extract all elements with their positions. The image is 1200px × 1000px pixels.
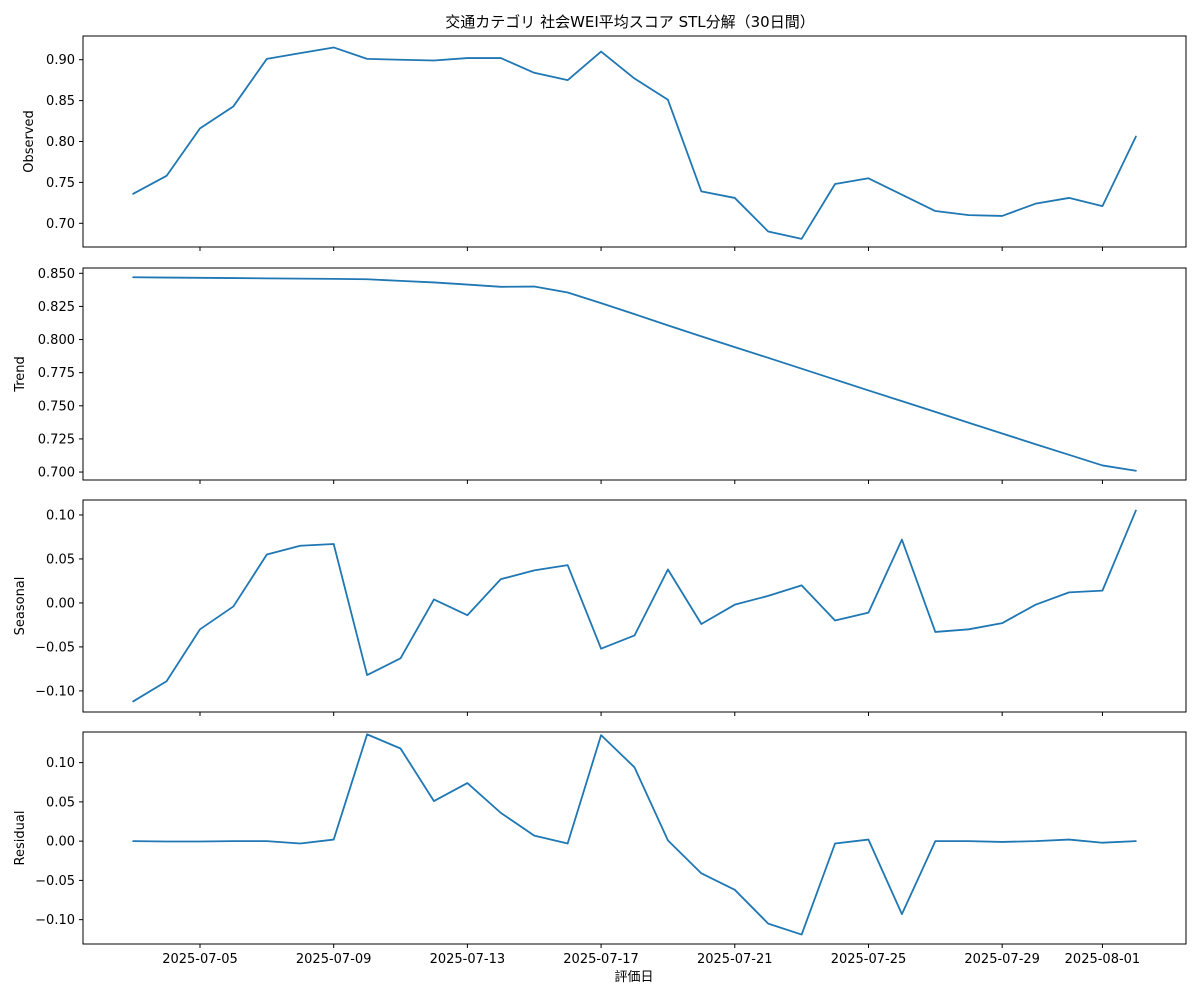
panel-seasonal: −0.10 −0.05 0.00 0.05 0.10 Seasonal [13, 499, 1187, 716]
x-tick-label: 2025-07-05 [162, 952, 238, 967]
y-tick-label: 0.10 [46, 508, 75, 523]
y-tick-label: 0.05 [46, 552, 75, 567]
y-tick-label: 0.725 [38, 432, 75, 447]
panel-frame [82, 499, 1187, 713]
y-tick-label: 0.750 [38, 399, 75, 414]
y-tick-label: −0.10 [35, 913, 75, 928]
panel-observed: 0.70 0.75 0.80 0.85 0.90 Observed [22, 35, 1187, 251]
y-tick-label: 0.10 [46, 756, 75, 771]
y-axis-label: Trend [13, 356, 28, 393]
y-tick-label: 0.85 [46, 94, 75, 109]
y-tick-label: −0.10 [35, 684, 75, 699]
x-tick-label: 2025-07-25 [831, 952, 907, 967]
y-tick-label: 0.05 [46, 795, 75, 810]
chart-title: 交通カテゴリ 社会WEI平均スコア STL分解（30日間） [445, 13, 814, 31]
y-tick-label: 0.00 [46, 835, 75, 850]
y-tick-label: 0.850 [38, 267, 75, 282]
series-line-seasonal [132, 509, 1137, 703]
y-tick-label: 0.700 [38, 466, 75, 481]
panel-residual: −0.10 −0.05 0.00 0.05 0.10 Residual 2025-07-05… [13, 731, 1187, 967]
series-line-observed [132, 46, 1137, 240]
y-tick-label: 0.80 [46, 135, 75, 150]
panel-frame [82, 35, 1187, 248]
y-tick-label: 0.775 [38, 366, 75, 381]
panel-frame [82, 267, 1187, 481]
x-tick-label: 2025-07-13 [430, 952, 506, 967]
x-tick-label: 2025-07-17 [563, 952, 639, 967]
y-tick-label: 0.825 [38, 300, 75, 315]
series-line-residual [132, 733, 1137, 936]
panel-frame [82, 731, 1187, 945]
y-axis-label: Residual [13, 811, 28, 866]
y-axis-label: Observed [22, 110, 37, 173]
y-tick-label: −0.05 [35, 874, 75, 889]
y-axis-label: Seasonal [13, 577, 28, 636]
x-tick-label: 2025-07-29 [964, 952, 1040, 967]
x-tick-label: 2025-07-09 [296, 952, 372, 967]
series-line-trend [132, 276, 1137, 472]
panel-trend: 0.700 0.725 0.750 0.775 0.800 0.825 0.850 Trend [13, 267, 1187, 484]
y-tick-label: −0.05 [35, 640, 75, 655]
y-tick-label: 0.75 [46, 176, 75, 191]
x-tick-label: 2025-08-01 [1065, 952, 1141, 967]
y-tick-label: 0.70 [46, 217, 75, 232]
x-tick-label: 2025-07-21 [697, 952, 773, 967]
x-axis-label: 評価日 [614, 970, 653, 985]
y-tick-label: 0.90 [46, 53, 75, 68]
panels: 0.700.750.800.850.90Observed0.7000.7250.… [13, 35, 1187, 967]
y-tick-label: 0.800 [38, 333, 75, 348]
y-tick-label: 0.00 [46, 596, 75, 611]
